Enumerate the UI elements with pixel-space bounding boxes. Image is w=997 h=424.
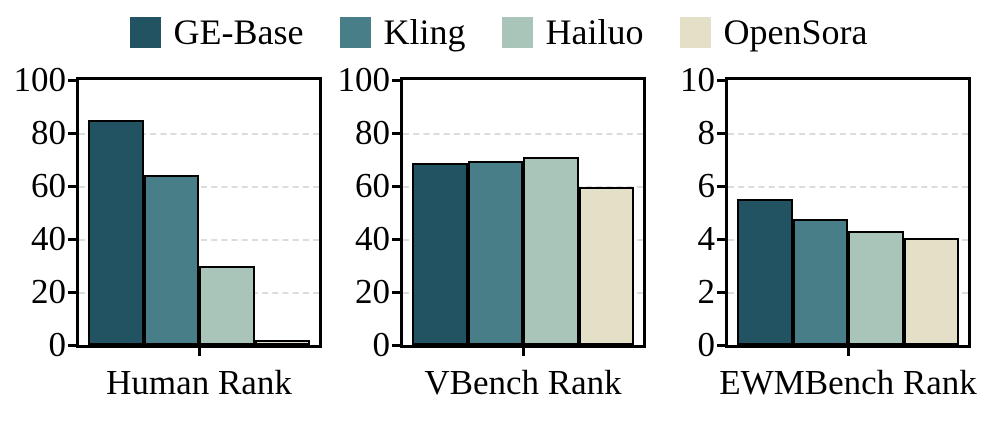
- bar-ge-base-ewmbench-rank: [737, 199, 793, 345]
- legend-item-hailuo: Hailuo: [501, 12, 644, 52]
- bar-opensora-vbench-rank: [578, 187, 634, 345]
- xlabel-ewmbench-rank: EWMBench Rank: [719, 363, 977, 402]
- plot-area-ewmbench-rank: [725, 77, 971, 348]
- plot-area-vbench-rank: [400, 77, 646, 348]
- ytick-mark: [392, 184, 400, 188]
- xtick-mark: [846, 348, 850, 356]
- ytick-mark: [68, 131, 76, 135]
- gridline-y-80: [79, 133, 319, 135]
- ytick-label-human-rank-80: 80: [31, 113, 66, 152]
- ytick-label-human-rank-60: 60: [31, 166, 66, 205]
- xtick-mark: [197, 348, 201, 356]
- ytick-label-human-rank-40: 40: [31, 219, 66, 258]
- ytick-mark: [68, 237, 76, 241]
- bar-hailuo-ewmbench-rank: [848, 231, 904, 345]
- ytick-label-vbench-rank-80: 80: [355, 113, 390, 152]
- legend-swatch-hailuo: [501, 16, 533, 48]
- ytick-label-vbench-rank-60: 60: [355, 166, 390, 205]
- ytick-label-ewmbench-rank-0: 0: [697, 325, 716, 364]
- ytick-mark: [717, 78, 725, 82]
- bar-opensora-human-rank: [254, 340, 310, 345]
- gridline-y-8: [728, 133, 968, 135]
- legend-label: Hailuo: [545, 12, 644, 52]
- ytick-label-human-rank-20: 20: [31, 272, 66, 311]
- ytick-mark: [68, 290, 76, 294]
- ytick-label-human-rank-100: 100: [13, 60, 67, 99]
- legend-swatch-opensora: [679, 16, 711, 48]
- legend-swatch-ge-base: [129, 16, 161, 48]
- legend-label: OpenSora: [723, 12, 868, 52]
- legend-label: Kling: [383, 12, 466, 52]
- ytick-label-vbench-rank-40: 40: [355, 219, 390, 258]
- ytick-label-ewmbench-rank-2: 2: [697, 272, 716, 311]
- gridline-y-80: [403, 133, 643, 135]
- ytick-mark: [68, 343, 76, 347]
- legend-item-ge-base: GE-Base: [129, 12, 304, 52]
- bar-ge-base-human-rank: [88, 119, 144, 345]
- ytick-label-vbench-rank-20: 20: [355, 272, 390, 311]
- legend-label: GE-Base: [173, 12, 304, 52]
- ytick-mark: [392, 131, 400, 135]
- bar-kling-human-rank: [143, 175, 199, 345]
- bar-kling-ewmbench-rank: [792, 219, 848, 345]
- xtick-mark: [521, 348, 525, 356]
- plot-area-human-rank: [76, 77, 322, 348]
- bar-ge-base-vbench-rank: [412, 163, 468, 345]
- ytick-label-ewmbench-rank-4: 4: [697, 219, 716, 258]
- ytick-mark: [717, 290, 725, 294]
- ytick-mark: [717, 184, 725, 188]
- ytick-mark: [392, 237, 400, 241]
- legend-swatch-kling: [339, 16, 371, 48]
- xlabel-human-rank: Human Rank: [106, 363, 292, 402]
- gridline-y-6: [728, 186, 968, 188]
- gridline-y-60: [79, 186, 319, 188]
- ytick-mark: [392, 343, 400, 347]
- xlabel-vbench-rank: VBench Rank: [424, 363, 622, 402]
- bar-kling-vbench-rank: [467, 160, 523, 345]
- ytick-mark: [68, 78, 76, 82]
- ytick-label-ewmbench-rank-6: 6: [697, 166, 716, 205]
- ytick-mark: [68, 184, 76, 188]
- ytick-mark: [392, 290, 400, 294]
- ytick-mark: [392, 78, 400, 82]
- ytick-label-human-rank-0: 0: [48, 325, 67, 364]
- ytick-mark: [717, 131, 725, 135]
- bar-opensora-ewmbench-rank: [903, 237, 959, 345]
- legend: GE-Base Kling Hailuo OpenSora: [0, 12, 997, 52]
- ytick-mark: [717, 237, 725, 241]
- legend-item-kling: Kling: [339, 12, 466, 52]
- bar-hailuo-vbench-rank: [523, 156, 579, 345]
- ytick-label-ewmbench-rank-8: 8: [697, 113, 716, 152]
- ytick-label-ewmbench-rank-10: 10: [680, 60, 715, 99]
- gridline-y-40: [79, 239, 319, 241]
- ytick-mark: [717, 343, 725, 347]
- ytick-label-vbench-rank-100: 100: [337, 60, 391, 99]
- legend-item-opensora: OpenSora: [679, 12, 868, 52]
- ytick-label-vbench-rank-0: 0: [372, 325, 391, 364]
- bar-hailuo-human-rank: [199, 265, 255, 345]
